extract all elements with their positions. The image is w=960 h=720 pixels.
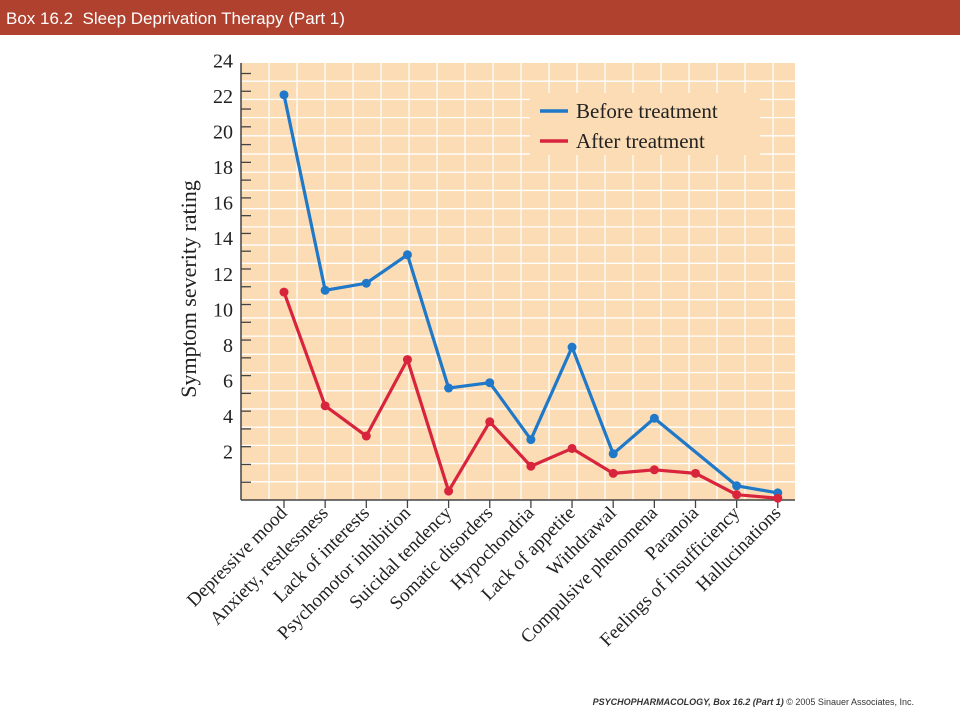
before-treatment-point [402, 250, 412, 260]
footer-copyright: © 2005 Sinauer Associates, Inc. [783, 697, 914, 707]
y-tick-label: 4 [223, 406, 233, 428]
slide-title: Box 16.2 Sleep Deprivation Therapy (Part… [0, 0, 960, 35]
legend: Before treatment After treatment [530, 93, 760, 155]
before-treatment-point [361, 278, 371, 288]
after-treatment-point [402, 355, 412, 365]
y-tick-label: 16 [213, 193, 233, 215]
before-treatment-point [567, 342, 577, 352]
after-treatment-point [649, 465, 659, 475]
after-treatment-point [691, 468, 700, 478]
y-tick-label: 14 [213, 228, 233, 250]
after-treatment-point [320, 401, 330, 411]
y-axis-label: Symptom severity rating [176, 180, 201, 398]
after-treatment-point [732, 490, 742, 500]
before-treatment-point [485, 378, 495, 388]
copyright-footer: PSYCHOPHARMACOLOGY, Box 16.2 (Part 1) © … [593, 697, 914, 707]
y-tick-label: 10 [213, 299, 233, 321]
after-treatment-point [485, 417, 495, 427]
y-tick-label: 22 [213, 86, 233, 108]
after-treatment-point [567, 443, 577, 453]
after-treatment-point [279, 287, 289, 297]
footer-publisher: PSYCHOPHARMACOLOGY, Box 16.2 (Part 1) [592, 697, 784, 707]
legend-background [530, 93, 760, 155]
after-treatment-point [773, 493, 783, 503]
y-tick-label: 12 [213, 264, 233, 286]
y-tick-label: 20 [213, 122, 233, 144]
after-treatment-point [361, 431, 371, 441]
legend-label-before: Before treatment [576, 99, 718, 123]
y-tick-label: 18 [213, 157, 233, 179]
before-treatment-point [608, 449, 618, 459]
y-tick-label: 2 [223, 441, 233, 463]
before-treatment-point [444, 383, 454, 393]
before-treatment-line [282, 94, 779, 495]
after-treatment-point [526, 461, 536, 471]
before-treatment-point [320, 285, 330, 295]
before-treatment-point [732, 481, 742, 491]
y-tick-label: 24 [213, 51, 233, 73]
before-treatment-point [649, 413, 659, 423]
after-treatment-point [444, 486, 454, 496]
after-treatment-point [608, 468, 618, 478]
legend-label-after: After treatment [576, 129, 705, 153]
before-treatment-point [279, 90, 289, 100]
series-layer [279, 90, 783, 503]
y-tick-label: 8 [223, 335, 233, 357]
before-treatment-point [526, 435, 536, 445]
y-tick-label: 6 [223, 370, 233, 392]
